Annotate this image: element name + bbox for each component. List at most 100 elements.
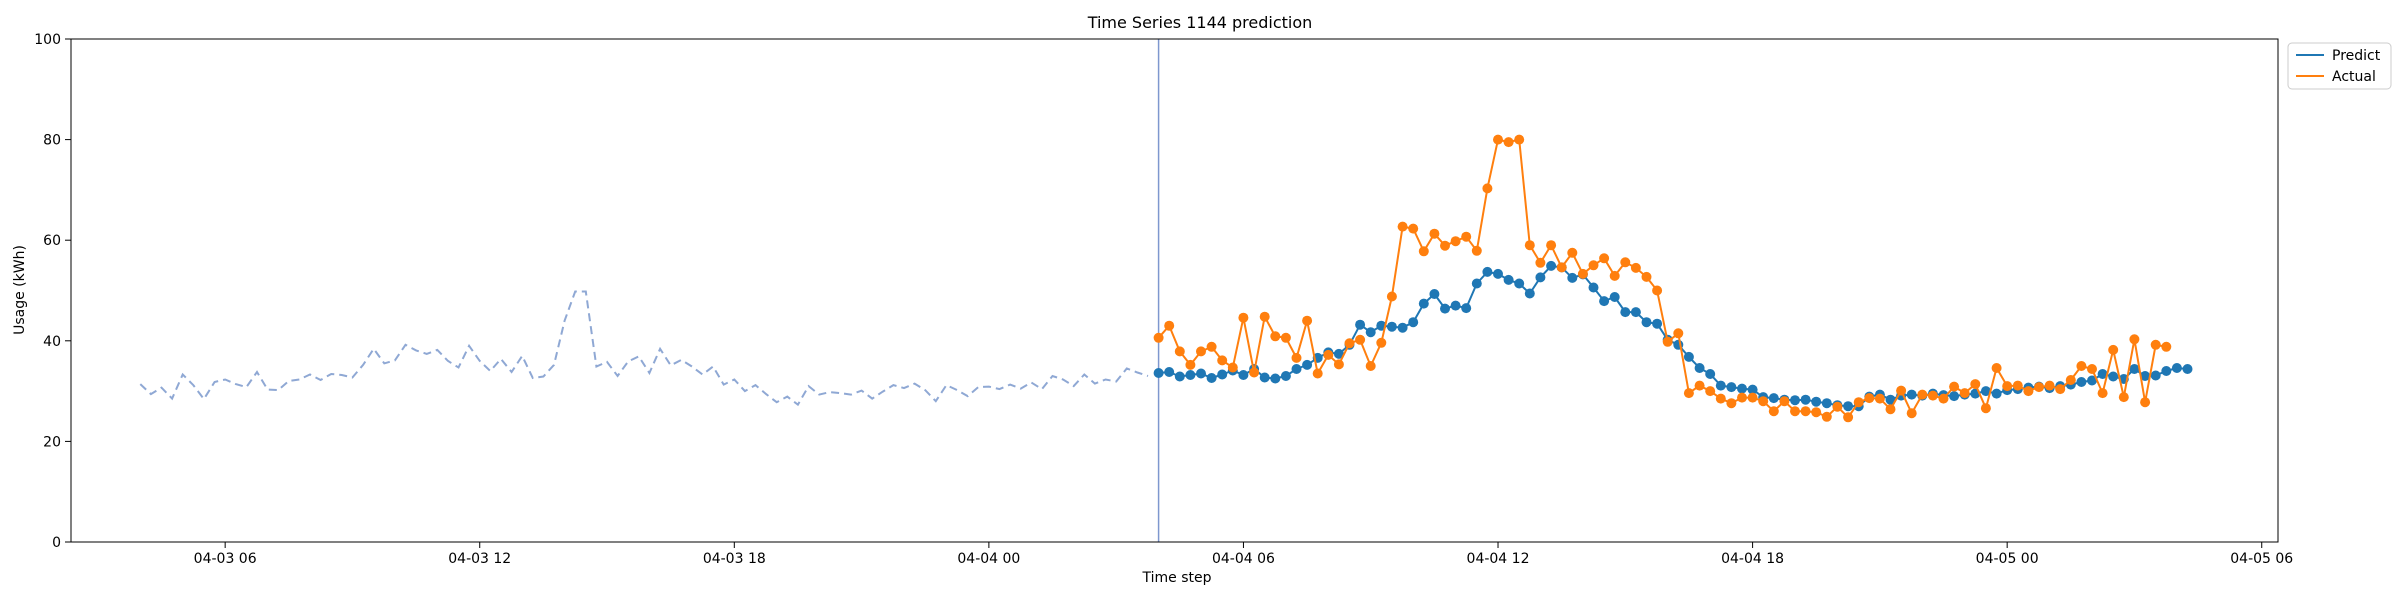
y-tick-label: 40: [43, 334, 61, 350]
predict-point: [2097, 369, 2108, 379]
predict-point: [2150, 370, 2161, 381]
actual-point: [1546, 240, 1557, 251]
predict-point: [1630, 307, 1641, 318]
predict-point: [1280, 371, 1291, 381]
actual-point: [1249, 367, 1260, 378]
y-axis-label: Usage (kWh): [12, 245, 28, 335]
actual-point: [1376, 337, 1387, 348]
actual-point: [1471, 245, 1482, 256]
actual-point: [1386, 291, 1397, 302]
predict-point: [1790, 395, 1800, 406]
actual-point: [1609, 270, 1620, 281]
actual-point: [2055, 384, 2066, 395]
actual-point: [1821, 411, 1832, 422]
actual-point: [1917, 389, 1928, 400]
actual-point: [1323, 349, 1334, 360]
predict-point: [1164, 367, 1175, 377]
actual-point: [1811, 407, 1822, 418]
actual-point: [1630, 262, 1641, 273]
predict-point: [1991, 388, 2002, 399]
actual-point: [1355, 334, 1366, 345]
actual-point: [2065, 375, 2076, 385]
predict-point: [1355, 319, 1366, 330]
actual-point: [1694, 380, 1705, 391]
history-line: [139, 290, 1149, 407]
actual-point: [1291, 352, 1302, 363]
actual-point: [1949, 381, 1960, 392]
actual-point: [1980, 403, 1991, 414]
x-tick-label: 04-03 12: [448, 551, 511, 567]
actual-point: [1408, 223, 1419, 234]
predict-point: [1174, 371, 1185, 382]
actual-point: [1280, 332, 1291, 343]
actual-point: [2097, 388, 2108, 399]
actual-point: [2108, 344, 2119, 355]
predict-point: [2129, 364, 2140, 374]
actual-line: [1157, 138, 2167, 419]
actual-point: [1779, 396, 1790, 407]
predict-point: [2182, 364, 2193, 374]
actual-point: [2087, 364, 2097, 374]
actual-point: [1196, 346, 1206, 357]
actual-point: [2002, 381, 2013, 392]
predict-point: [1450, 300, 1461, 311]
predict-line: [1158, 264, 2188, 408]
actual-point: [1853, 397, 1864, 408]
actual-point: [1938, 393, 1949, 404]
predict-point: [1652, 318, 1663, 329]
actual-point: [1440, 240, 1450, 251]
actual-point: [1238, 312, 1249, 323]
actual-point: [1397, 221, 1408, 232]
x-axis-label: Time step: [1142, 570, 1212, 586]
x-tick-label: 04-05 06: [2230, 551, 2293, 567]
x-tick-label: 04-04 06: [1212, 551, 1275, 567]
predict-point: [1270, 373, 1281, 384]
actual-point: [1482, 183, 1493, 194]
actual-point: [1843, 412, 1854, 423]
y-tick-label: 100: [34, 32, 61, 48]
predict-point: [2140, 371, 2151, 381]
actual-point: [1312, 368, 1323, 379]
predict-point: [1418, 298, 1429, 309]
actual-point: [1556, 262, 1567, 273]
actual-point: [1758, 396, 1769, 407]
actual-point: [1302, 315, 1313, 326]
actual-point: [2034, 382, 2044, 393]
x-tick-label: 04-03 06: [194, 551, 257, 567]
predict-point: [1514, 278, 1525, 289]
predict-point: [1365, 327, 1376, 338]
actual-point: [2140, 397, 2151, 408]
predict-point: [1153, 368, 1164, 378]
plot-region: [70, 38, 2279, 543]
actual-point: [2076, 361, 2087, 371]
actual-point: [1259, 311, 1270, 322]
predict-point: [1482, 266, 1493, 277]
actual-point: [1185, 359, 1196, 370]
actual-point: [1864, 393, 1875, 404]
predict-point: [1546, 260, 1557, 271]
actual-point: [1577, 268, 1588, 279]
actual-point: [1896, 385, 1907, 396]
actual-point: [1450, 236, 1461, 247]
actual-point: [1344, 338, 1355, 349]
actual-point: [1652, 285, 1663, 296]
x-tick-label: 04-03 18: [703, 551, 766, 567]
actual-point: [2044, 380, 2055, 391]
predict-point: [1715, 380, 1726, 391]
actual-point: [1535, 257, 1546, 268]
actual-point: [1588, 260, 1599, 271]
actual-point: [1970, 379, 1981, 390]
actual-point: [1641, 271, 1652, 282]
predict-point: [1503, 274, 1514, 285]
predict-point: [1609, 292, 1620, 302]
actual-point: [1461, 231, 1472, 242]
actual-point: [1333, 359, 1344, 370]
actual-point: [1270, 331, 1281, 342]
actual-point: [2118, 392, 2129, 403]
predict-point: [1408, 317, 1419, 328]
predict-point: [1599, 296, 1610, 307]
actual-point: [2150, 339, 2161, 350]
actual-point: [1747, 392, 1758, 403]
actual-point: [1164, 320, 1175, 331]
actual-point: [2012, 380, 2023, 391]
